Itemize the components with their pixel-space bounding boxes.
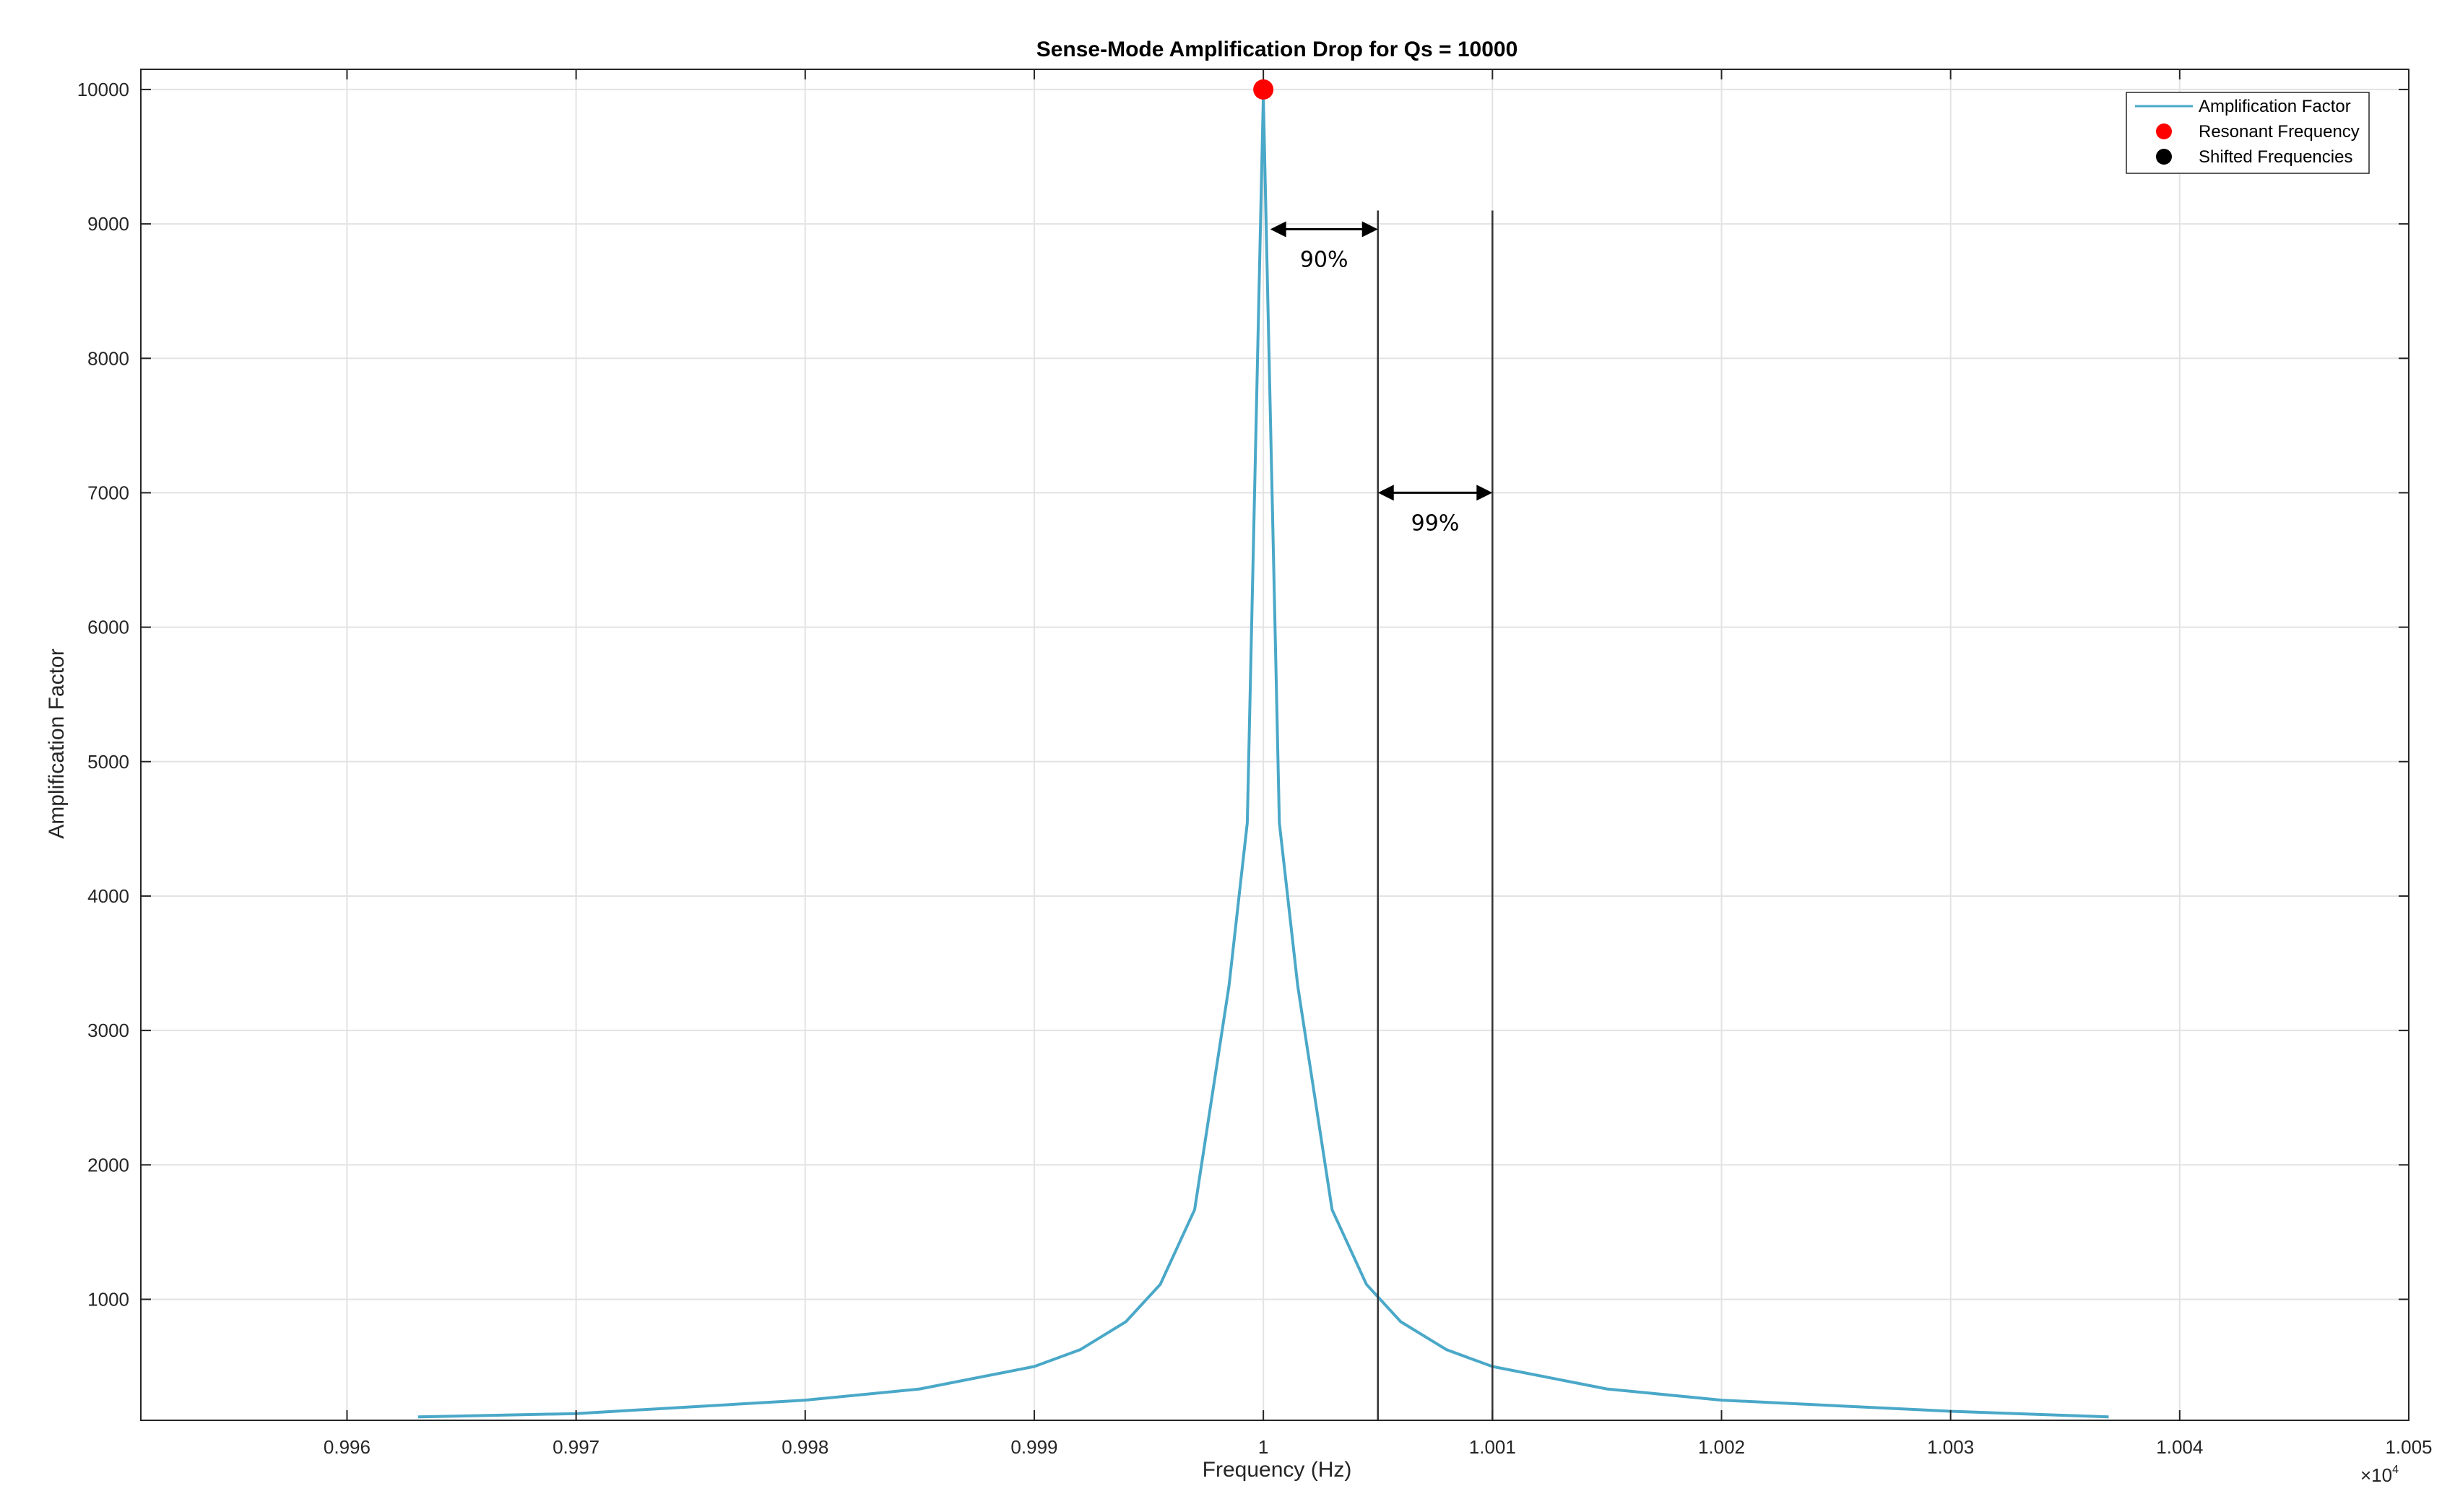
legend-black-dot	[2156, 149, 2172, 165]
y-tick-label: 4000	[87, 885, 129, 907]
y-tick-label: 3000	[87, 1020, 129, 1041]
x-tick-label: 0.997	[553, 1436, 599, 1458]
y-tick-label: 2000	[87, 1154, 129, 1176]
x-tick-label: 1	[1258, 1436, 1268, 1458]
annotation-arrowhead-left	[1270, 221, 1286, 238]
plot-frame	[140, 69, 2409, 1421]
legend: Amplification Factor Resonant Frequency …	[2126, 92, 2370, 174]
annotations: 90% 99%	[1270, 210, 1494, 1420]
y-tick-label: 1000	[87, 1288, 129, 1310]
x-tick-label: 0.998	[781, 1436, 828, 1458]
y-tick-label: 5000	[87, 751, 129, 773]
legend-label-resonant: Resonant Frequency	[2199, 122, 2360, 142]
annotation-label: 99%	[1411, 510, 1460, 536]
annotation-label: 90%	[1300, 248, 1348, 273]
x-tick-label: 1.003	[1927, 1436, 1974, 1458]
x-axis-multiplier: ×104	[2360, 1464, 2399, 1486]
y-tick-label: 7000	[87, 482, 129, 503]
chart-title: Sense-Mode Amplification Drop for Qs = 1…	[1036, 38, 1518, 61]
x-tick-label: 0.999	[1010, 1436, 1057, 1458]
x-axis-label: Frequency (Hz)	[1203, 1458, 1352, 1482]
y-tick-label: 9000	[87, 213, 129, 235]
x-tick-label: 1.004	[2156, 1436, 2203, 1458]
legend-label-amplification: Amplification Factor	[2199, 97, 2351, 116]
y-tick-label: 6000	[87, 617, 129, 638]
series-layer	[417, 79, 2109, 1419]
legend-red-dot	[2156, 123, 2172, 139]
x-tick-label: 1.001	[1469, 1436, 1516, 1458]
y-axis-label: Amplification Factor	[45, 648, 69, 838]
resonant-frequency-marker	[1253, 79, 1274, 100]
legend-label-shifted: Shifted Frequencies	[2199, 147, 2352, 167]
x-tick-label: 1.002	[1698, 1436, 1745, 1458]
annotation-arrowhead-left	[1377, 485, 1394, 501]
annotation-arrowhead-right	[1476, 485, 1493, 501]
y-tick-label: 8000	[87, 347, 129, 369]
x-tick-label: 1.005	[2385, 1436, 2432, 1458]
annotation-arrowhead-right	[1361, 221, 1378, 238]
y-tick-label: 10000	[77, 79, 129, 100]
x-tick-label: 0.996	[324, 1436, 371, 1458]
plot-area	[141, 69, 2409, 1420]
ticks: 0.996 0.997 0.998 0.999 1 1.001 1.002 1.003 1.00…	[77, 69, 2433, 1458]
